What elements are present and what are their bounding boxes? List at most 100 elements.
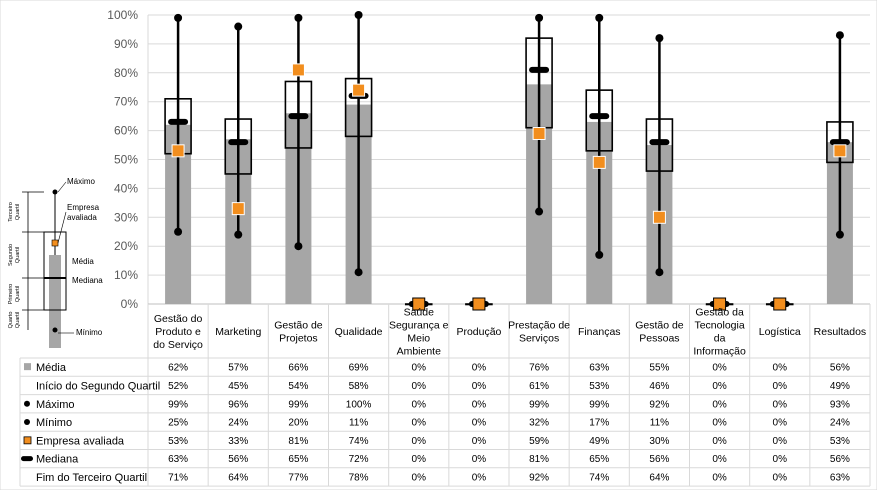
company-marker — [412, 297, 426, 311]
category-label: Produto e — [155, 326, 201, 338]
key-quartile-text: Quartil — [15, 204, 21, 220]
category-label: Gestão da — [695, 307, 744, 319]
category-label: Gestão do — [154, 313, 203, 325]
category-label: Qualidade — [335, 326, 383, 338]
table-cell: 66% — [288, 363, 308, 374]
table-cell: 25% — [168, 418, 188, 429]
max-dot — [234, 22, 243, 31]
median-marker — [288, 113, 309, 120]
max-dot — [354, 11, 363, 19]
company-marker — [532, 126, 546, 140]
y-tick-label: 50% — [114, 153, 138, 167]
table-cell: 0% — [712, 472, 727, 483]
key-label-median: Mediana — [72, 276, 103, 285]
table-cell: 53% — [830, 436, 850, 447]
table-cell: 62% — [168, 363, 188, 374]
series-label: Mediana — [36, 454, 79, 466]
table-cell: 63% — [830, 472, 850, 483]
table-cell: 11% — [650, 418, 669, 429]
table-cell: 0% — [712, 436, 727, 447]
table-cell: 69% — [349, 363, 369, 374]
table-cell: 0% — [773, 472, 788, 483]
table-cell: 99% — [168, 399, 188, 410]
median-marker — [228, 139, 249, 146]
company-marker — [352, 83, 366, 97]
key-quartile-text: Terceiro — [8, 202, 14, 222]
table-cell: 72% — [349, 454, 369, 465]
company-marker — [171, 144, 185, 158]
table-cell: 0% — [712, 399, 727, 410]
table-cell: 65% — [589, 454, 609, 465]
key-label-company: Empresa — [67, 203, 100, 212]
table-cell: 81% — [288, 436, 308, 447]
max-dot — [535, 13, 544, 22]
table-cell: 56% — [830, 454, 850, 465]
company-marker — [652, 210, 666, 224]
key-quartile-label: Segundo Quartil — [8, 244, 21, 266]
table-cell: 59% — [529, 436, 549, 447]
median-marker — [649, 139, 670, 146]
table-cell: 0% — [472, 454, 487, 465]
table-cell: 96% — [228, 399, 248, 410]
y-tick-label: 80% — [114, 66, 138, 80]
table-cell: 30% — [649, 436, 669, 447]
company-marker — [472, 297, 486, 311]
quartile-box — [284, 80, 313, 149]
key-quartile-text: Quartil — [15, 286, 21, 302]
table-cell: 81% — [529, 454, 549, 465]
category-label: Produção — [456, 326, 501, 338]
y-tick-label: 70% — [114, 95, 138, 109]
quartile-box — [344, 77, 373, 138]
table-cell: 58% — [349, 381, 369, 392]
table-cell: 0% — [773, 418, 788, 429]
table-cell: 55% — [649, 363, 669, 374]
y-tick-label: 30% — [114, 210, 138, 224]
min-dot — [595, 250, 604, 259]
table-cell: 78% — [349, 472, 369, 483]
key-quartile-text: Primeiro — [8, 284, 14, 304]
table-cell: 46% — [649, 381, 669, 392]
category-label: Meio — [407, 333, 430, 345]
table-cell: 92% — [649, 399, 669, 410]
legend-symbol-dot — [24, 400, 30, 407]
median-marker — [168, 118, 189, 125]
key-label-max: Máximo — [67, 177, 96, 186]
min-dot — [174, 227, 183, 236]
table-cell: 33% — [228, 436, 248, 447]
y-tick-label: 0% — [121, 297, 139, 311]
table-cell: 64% — [228, 472, 248, 483]
category-label: Informação — [693, 346, 746, 358]
y-tick-label: 20% — [114, 239, 138, 253]
key-quartile-text: Segundo — [8, 244, 14, 266]
category-label: Resultados — [814, 326, 867, 338]
table-cell: 0% — [472, 399, 487, 410]
table-cell: 0% — [412, 363, 427, 374]
table-cell: 0% — [712, 381, 727, 392]
min-dot — [535, 207, 544, 216]
table-cell: 0% — [773, 399, 788, 410]
y-tick-label: 60% — [114, 124, 138, 138]
max-dot — [595, 13, 604, 22]
company-marker — [773, 297, 787, 311]
series-label: Máximo — [36, 399, 75, 411]
table-cell: 74% — [589, 472, 609, 483]
company-marker — [291, 63, 305, 77]
table-cell: 74% — [349, 436, 369, 447]
table-cell: 0% — [773, 363, 788, 374]
key-quartile-label: Quarto Quartil — [8, 312, 21, 329]
category-label: Gestão de — [635, 320, 684, 332]
category-label: da — [714, 333, 726, 345]
table-cell: 0% — [472, 418, 487, 429]
table-cell: 99% — [529, 399, 549, 410]
legend-symbol-mean — [24, 363, 31, 371]
table-cell: 65% — [288, 454, 308, 465]
quartile-box — [645, 118, 674, 172]
max-dot — [655, 34, 664, 43]
category-label: Finanças — [578, 326, 621, 338]
key-label-min: Mínimo — [76, 328, 103, 337]
max-dot — [835, 31, 844, 40]
table-cell: 56% — [649, 454, 669, 465]
